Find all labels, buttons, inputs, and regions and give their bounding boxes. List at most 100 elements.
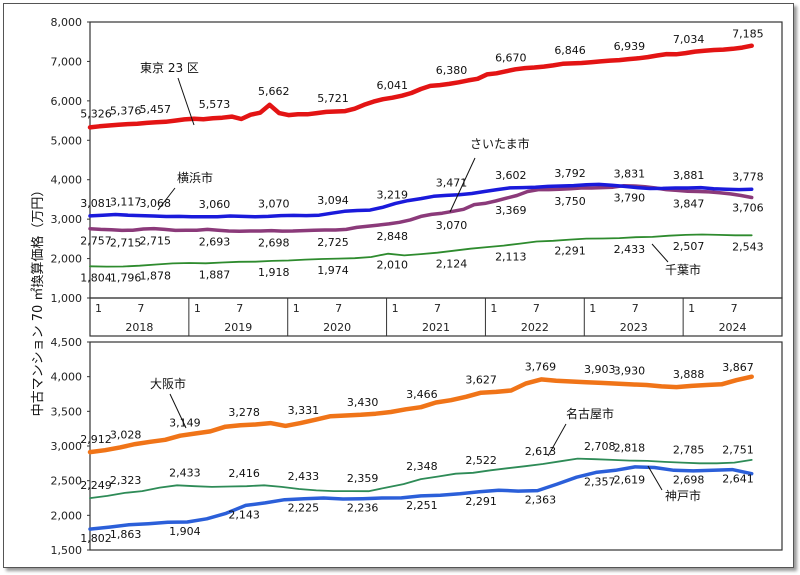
data-label: 2,359	[347, 472, 379, 485]
series-name-label: 名古屋市	[566, 406, 614, 421]
data-label: 2,641	[722, 473, 754, 486]
data-label: 2,912	[80, 433, 112, 446]
data-label: 2,348	[406, 460, 438, 473]
series-name-label: 横浜市	[177, 170, 213, 185]
data-label: 3,769	[525, 360, 557, 373]
data-label: 2,848	[377, 230, 409, 243]
data-label: 2,323	[110, 474, 142, 487]
y-tick-label: 2,500	[51, 475, 83, 488]
data-label: 1,878	[140, 269, 172, 282]
data-label: 1,863	[110, 528, 142, 541]
data-label: 3,278	[228, 406, 260, 419]
data-label: 2,757	[80, 235, 112, 248]
y-axis-title: 中古マンション 70 ㎡換算価格（万円）	[30, 184, 46, 417]
data-label: 3,602	[495, 169, 527, 182]
data-label: 1,802	[80, 532, 112, 545]
data-label: 6,380	[436, 64, 468, 77]
y-tick-label: 1,000	[51, 292, 83, 305]
data-label: 2,251	[406, 499, 438, 512]
data-label: 3,750	[554, 195, 586, 208]
data-label: 2,363	[525, 494, 557, 507]
data-label: 2,715	[140, 235, 172, 248]
data-label: 2,249	[80, 479, 112, 492]
data-label: 2,698	[258, 237, 290, 250]
data-label: 3,930	[614, 365, 646, 378]
data-label: 2,010	[377, 259, 409, 272]
y-tick-label: 4,500	[51, 336, 83, 349]
data-label: 2,433	[169, 466, 201, 479]
data-label: 3,706	[732, 201, 764, 214]
data-label: 1,804	[80, 271, 112, 284]
data-label: 3,094	[317, 194, 349, 207]
data-label: 2,785	[673, 444, 705, 457]
top-panel: 1,000 2,000 3,000 4,000 5,000 6,000 7,000 8,000…	[51, 16, 783, 337]
data-label: 2,433	[614, 243, 646, 256]
data-label: 3,792	[554, 167, 586, 180]
month-tick-label: 1	[490, 302, 497, 315]
month-tick-label: 7	[533, 302, 540, 315]
data-label: 2,507	[673, 240, 705, 253]
data-label: 3,888	[673, 368, 705, 381]
series-line	[89, 233, 753, 268]
data-label: 6,939	[614, 40, 646, 53]
data-label: 3,430	[347, 396, 379, 409]
data-label: 3,331	[288, 404, 320, 417]
data-label: 3,081	[80, 197, 112, 210]
data-label: 2,143	[228, 508, 260, 521]
callout-line	[547, 423, 567, 457]
data-label: 3,466	[406, 388, 438, 401]
month-tick-label: 1	[392, 302, 399, 315]
y-tick-label: 6,000	[51, 95, 83, 108]
month-tick-label: 1	[194, 302, 201, 315]
month-tick-label: 7	[236, 302, 243, 315]
data-label: 1,904	[169, 525, 201, 538]
data-label: 3,149	[169, 417, 201, 430]
series-line	[88, 465, 754, 531]
y-tick-label: 8,000	[51, 16, 83, 29]
data-label: 3,471	[436, 176, 468, 189]
data-label: 2,698	[673, 473, 705, 486]
callout-line	[647, 465, 663, 491]
data-label: 3,117	[110, 196, 142, 209]
year-label: 2019	[224, 321, 252, 334]
data-label: 7,034	[673, 33, 705, 46]
data-label: 2,433	[288, 470, 320, 483]
series-name-label: さいたま市	[470, 136, 530, 151]
data-label: 1,796	[110, 271, 142, 284]
data-label: 2,751	[722, 444, 754, 457]
callout-line	[157, 187, 176, 211]
data-label: 2,225	[288, 502, 320, 515]
x-axis-band	[89, 297, 783, 337]
data-label: 3,060	[199, 198, 231, 211]
data-label: 3,903	[584, 363, 616, 376]
data-label: 3,778	[732, 171, 764, 184]
data-label: 7,185	[732, 28, 764, 41]
data-label: 5,457	[140, 103, 172, 116]
data-label: 2,236	[347, 502, 379, 515]
data-label: 2,522	[465, 454, 497, 467]
data-label: 3,028	[110, 428, 142, 441]
bottom-panel: 1,500 2,000 2,500 3,000 3,500 4,000 4,500 2,912…	[51, 336, 783, 557]
data-label: 3,070	[258, 197, 290, 210]
data-label: 2,543	[732, 240, 764, 253]
callout-line	[169, 393, 187, 429]
data-label: 2,693	[199, 235, 231, 248]
data-label: 5,662	[258, 85, 290, 98]
callout-line	[449, 157, 476, 213]
data-label: 3,867	[722, 361, 754, 374]
data-label: 3,847	[673, 197, 705, 210]
data-label: 1,918	[258, 266, 290, 279]
data-label: 6,670	[495, 51, 527, 64]
month-tick-label: 7	[632, 302, 639, 315]
series-line	[88, 182, 754, 219]
year-label: 2022	[521, 321, 549, 334]
data-label: 2,613	[525, 445, 557, 458]
year-label: 2024	[719, 321, 747, 334]
data-label: 5,573	[199, 98, 231, 111]
data-label: 5,376	[110, 105, 142, 118]
data-label: 2,291	[465, 495, 497, 508]
y-tick-label: 2,000	[51, 509, 83, 522]
data-label: 3,790	[614, 192, 646, 205]
data-label: 2,416	[228, 467, 260, 480]
